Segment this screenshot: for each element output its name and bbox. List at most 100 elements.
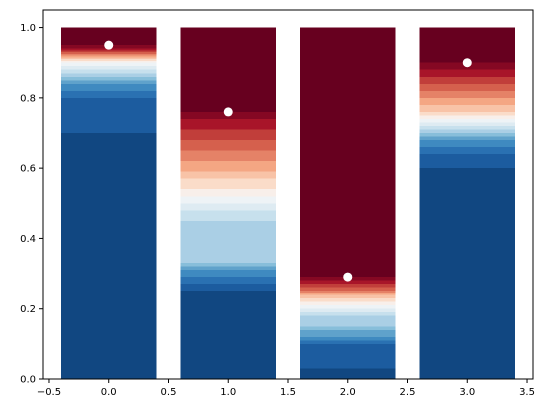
bar-segment	[299, 308, 396, 313]
bar-segment	[180, 210, 277, 221]
bar-segment	[299, 368, 396, 379]
bar-segment	[299, 27, 396, 278]
bar-segment	[299, 315, 396, 327]
bar-segment	[299, 336, 396, 341]
bar-segment	[419, 118, 516, 123]
bar-segment	[419, 83, 516, 91]
bar-segment	[180, 27, 277, 112]
bar-segment	[60, 76, 157, 81]
bar-segment	[180, 203, 277, 211]
bar-segment	[299, 340, 396, 344]
bar-segment	[299, 305, 396, 309]
x-axis: −0.5 0.0 0.5 1.0 1.5 2.0 2.5 3.0 3.5	[37, 379, 535, 398]
bar-segment	[60, 59, 157, 61]
bar-segment	[60, 27, 157, 46]
bar-segment	[180, 220, 277, 264]
x-tick-label: 0.5	[161, 387, 177, 398]
bar-segment	[299, 329, 396, 337]
bar-segment	[180, 178, 277, 190]
bar-segment	[419, 147, 516, 155]
bar-segment	[60, 97, 157, 133]
bar-segment	[419, 27, 516, 63]
bar-segment	[299, 326, 396, 330]
bar-segment	[419, 104, 516, 112]
marker-point	[462, 58, 472, 68]
stacked-bar	[60, 27, 157, 379]
bar-segment	[299, 287, 396, 292]
marker-point	[343, 272, 353, 282]
bar-segment	[419, 90, 516, 98]
bar-segment	[299, 291, 396, 293]
bar-segment	[60, 50, 157, 53]
x-tick-label: 0.0	[101, 387, 117, 398]
x-tick-label: 1.0	[220, 387, 236, 398]
bar-segment	[299, 280, 396, 285]
x-tick-label: 1.5	[280, 387, 296, 398]
bar-segment	[299, 301, 396, 306]
bar-segment	[180, 270, 277, 278]
bar-segment	[419, 76, 516, 84]
y-tick-label: 0.0	[20, 375, 36, 386]
x-tick-label: 2.5	[400, 387, 416, 398]
stacked-bar	[419, 27, 516, 379]
bar-segment	[180, 284, 277, 292]
bar-segment	[60, 133, 157, 379]
bar-segment	[60, 55, 157, 58]
bar-segment	[180, 263, 277, 267]
bar-segment	[419, 140, 516, 148]
bar-segment	[299, 298, 396, 302]
bar-segment	[60, 69, 157, 74]
bar-segment	[180, 196, 277, 204]
bar-segment	[419, 154, 516, 169]
bar-segment	[180, 171, 277, 179]
x-tick-label: 3.5	[519, 387, 535, 398]
marker-point	[104, 40, 114, 50]
bar-segment	[299, 284, 396, 288]
bar-segment	[60, 80, 157, 84]
y-tick-label: 0.2	[20, 304, 36, 315]
bar-segment	[180, 161, 277, 172]
bar-segment	[299, 292, 396, 295]
bar-segment	[180, 129, 277, 141]
bar-segment	[419, 133, 516, 137]
bar-segment	[419, 136, 516, 141]
bar-segment	[60, 57, 157, 60]
bar-segment	[60, 73, 157, 77]
y-tick-label: 0.4	[20, 234, 36, 245]
bar-segment	[419, 115, 516, 119]
bar-segment	[180, 118, 277, 130]
bar-segment	[60, 62, 157, 67]
bar-segment	[180, 140, 277, 151]
y-tick-label: 0.8	[20, 93, 36, 104]
stacked-bar	[180, 27, 277, 379]
bar-segment	[60, 53, 157, 56]
bar-segment	[419, 111, 516, 116]
x-tick-label: 3.0	[459, 387, 475, 398]
bar-segment	[180, 291, 277, 379]
bar-segment	[419, 168, 516, 379]
marker-point	[223, 107, 233, 117]
bar-segment	[60, 83, 157, 91]
bar-segment	[60, 60, 157, 63]
bar-segment	[299, 294, 396, 299]
y-tick-label: 0.6	[20, 164, 36, 175]
bar-segment	[180, 266, 277, 271]
bar-segment	[299, 312, 396, 316]
bar-segment	[60, 66, 157, 70]
bar-segment	[419, 97, 516, 105]
y-tick-label: 1.0	[20, 23, 36, 34]
bar-segment	[419, 122, 516, 126]
bar-segment	[60, 52, 157, 54]
bar-segment	[299, 343, 396, 369]
markers-layer	[104, 40, 472, 282]
bar-segment	[180, 277, 277, 285]
bar-segment	[419, 125, 516, 130]
bar-segment	[180, 189, 277, 197]
x-tick-label: −0.5	[37, 387, 61, 398]
x-tick-label: 2.0	[340, 387, 356, 398]
stacked-bar	[299, 27, 396, 379]
bar-segment	[419, 129, 516, 133]
bar-segment	[180, 150, 277, 162]
y-axis: 0.0 0.2 0.4 0.6 0.8 1.0	[20, 23, 43, 386]
